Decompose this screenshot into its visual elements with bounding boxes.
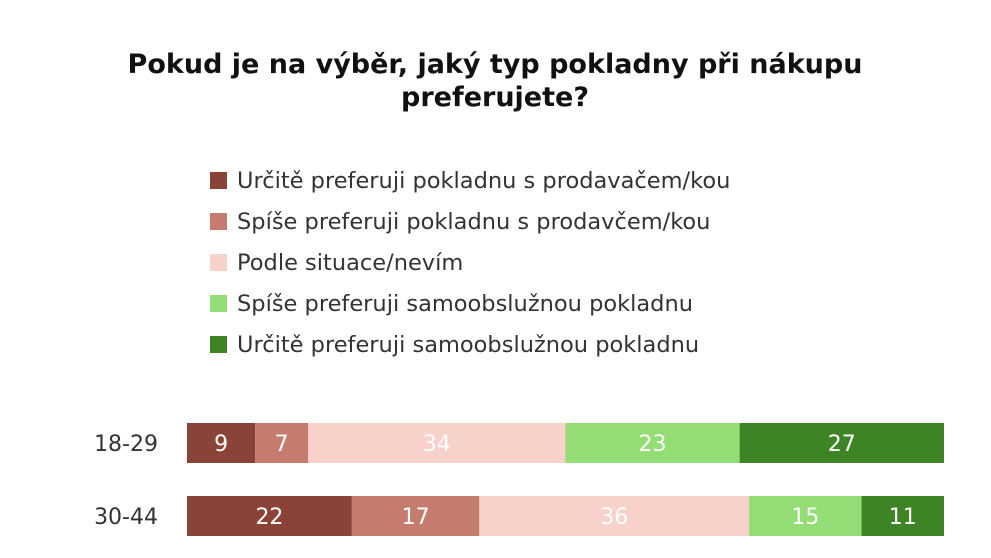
bar-segment — [739, 423, 944, 463]
chart-title: Pokud je na výběr, jaký typ pokladny při… — [127, 49, 863, 113]
legend-label: Podle situace/nevím — [237, 249, 464, 276]
bar-segment — [861, 496, 944, 536]
data-label: 27 — [828, 432, 856, 457]
data-label: 36 — [600, 505, 628, 530]
legend-label: Určitě preferuji pokladnu s prodavačem/k… — [237, 167, 731, 194]
data-label: 9 — [214, 432, 228, 457]
category-label: 30-44 — [94, 505, 158, 530]
data-label: 17 — [402, 505, 430, 530]
bar-segment — [308, 423, 566, 463]
bar-segment — [749, 496, 862, 536]
bar-segment — [255, 423, 309, 463]
data-label: 7 — [275, 432, 289, 457]
legend-swatch — [210, 172, 227, 189]
legend-item-spise-prodavac: Spíše preferuji pokladnu s prodavčem/kou — [210, 201, 730, 242]
legend-swatch — [210, 254, 227, 271]
data-label: 22 — [255, 505, 283, 530]
chart-legend: Určitě preferuji pokladnu s prodavačem/k… — [210, 160, 730, 365]
legend-swatch — [210, 295, 227, 312]
data-label: 15 — [791, 505, 819, 530]
legend-swatch — [210, 336, 227, 353]
legend-label: Spíše preferuji pokladnu s prodavčem/kou — [237, 208, 711, 235]
data-label: 34 — [423, 432, 451, 457]
legend-item-podle-situace: Podle situace/nevím — [210, 242, 730, 283]
legend-item-urcite-prodavac: Určitě preferuji pokladnu s prodavačem/k… — [210, 160, 730, 201]
legend-label: Spíše preferuji samoobslužnou pokladnu — [237, 290, 693, 317]
bar-segment — [565, 423, 740, 463]
legend-label: Určitě preferuji samoobslužnou pokladnu — [237, 331, 700, 358]
data-label: 11 — [889, 505, 917, 530]
legend-item-spise-samoobsluzna: Spíše preferuji samoobslužnou pokladnu — [210, 283, 730, 324]
legend-item-urcite-samoobsluzna: Určitě preferuji samoobslužnou pokladnu — [210, 324, 730, 365]
legend-swatch — [210, 213, 227, 230]
bar-segment — [187, 496, 352, 536]
bar-segment — [351, 496, 480, 536]
category-label: 18-29 — [94, 432, 158, 457]
bar-segment — [479, 496, 750, 536]
data-label: 23 — [639, 432, 667, 457]
bar-segment — [187, 423, 256, 463]
